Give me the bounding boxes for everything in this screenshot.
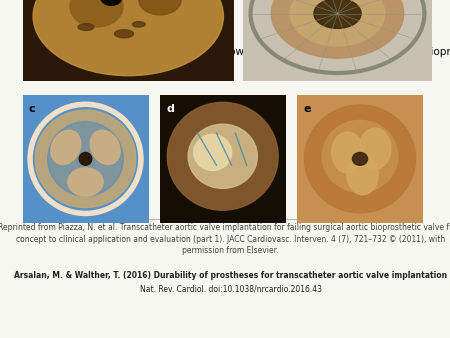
Ellipse shape (194, 135, 232, 170)
Ellipse shape (51, 130, 81, 164)
Text: Nat. Rev. Cardiol. doi:10.1038/nrcardio.2016.43: Nat. Rev. Cardiol. doi:10.1038/nrcardio.… (140, 284, 322, 293)
Text: Reprinted from Piazza, N. et al. Transcatheter aortic valve implantation for fai: Reprinted from Piazza, N. et al. Transca… (0, 223, 450, 255)
Ellipse shape (70, 0, 123, 27)
Ellipse shape (347, 154, 378, 195)
Text: Pathological specimens showing the most common reasons for bioprosthetic valve f: Pathological specimens showing the most … (88, 47, 450, 57)
Ellipse shape (78, 24, 94, 30)
Ellipse shape (48, 122, 123, 196)
Text: Nature Reviews: Nature Reviews (307, 211, 387, 220)
Ellipse shape (188, 124, 257, 188)
Text: e: e (303, 104, 311, 114)
Text: Figure 2: Figure 2 (67, 47, 116, 57)
Text: Arsalan, M. & Walther, T. (2016) Durability of prostheses for transcatheter aort: Arsalan, M. & Walther, T. (2016) Durabil… (14, 271, 447, 280)
Ellipse shape (139, 0, 181, 15)
Ellipse shape (290, 0, 385, 46)
Ellipse shape (35, 110, 136, 208)
Text: c: c (29, 104, 36, 114)
Ellipse shape (33, 0, 224, 76)
Ellipse shape (114, 30, 134, 38)
Ellipse shape (305, 105, 415, 213)
Ellipse shape (90, 130, 120, 164)
Ellipse shape (332, 132, 363, 173)
Ellipse shape (271, 0, 404, 58)
Ellipse shape (132, 22, 145, 27)
Ellipse shape (79, 152, 92, 165)
Ellipse shape (360, 128, 391, 169)
Ellipse shape (352, 152, 368, 165)
Text: d: d (166, 104, 174, 114)
Text: | Cardiology: | Cardiology (347, 211, 405, 220)
Ellipse shape (322, 120, 398, 192)
Ellipse shape (167, 102, 278, 210)
Ellipse shape (314, 0, 361, 28)
Ellipse shape (68, 168, 103, 196)
Ellipse shape (101, 0, 122, 5)
